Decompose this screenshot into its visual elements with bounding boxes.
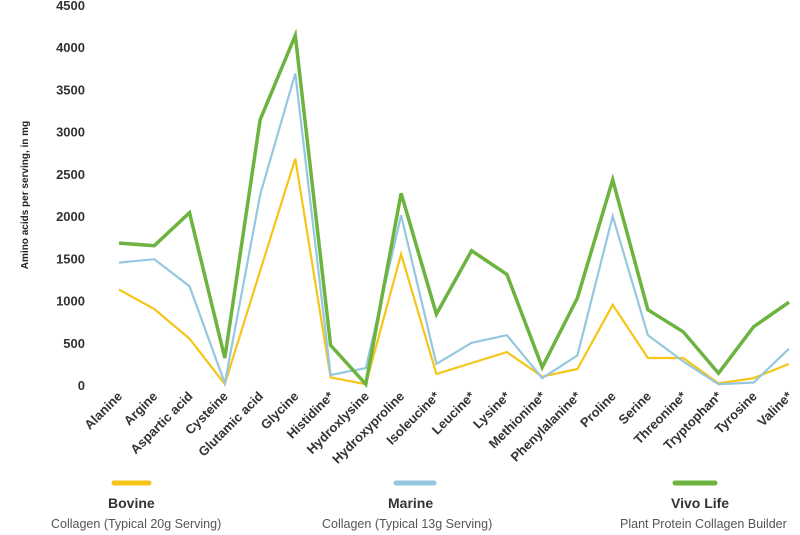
- series-line-bovine: [118, 158, 790, 387]
- y-axis-ticks: 0 500 1000 1500 2000 2500 3000 3500 4000 4500: [56, 0, 85, 393]
- series-line-vivo-life: [118, 28, 790, 388]
- y-tick-label: 4000: [56, 40, 85, 55]
- y-tick-label: 4500: [56, 0, 85, 13]
- y-tick-label: 2000: [56, 209, 85, 224]
- x-category-label: Alanine: [81, 389, 125, 433]
- series-lines: [118, 28, 790, 388]
- y-tick-label: 500: [63, 336, 85, 351]
- legend-series-name: Bovine: [108, 495, 155, 511]
- x-category-label: Proline: [577, 389, 619, 431]
- y-tick-label: 1500: [56, 251, 85, 266]
- y-axis-label: Amino acids per serving, in mg: [20, 121, 31, 269]
- legend-series-description: Plant Protein Collagen Builder: [620, 517, 787, 531]
- y-tick-label: 2500: [56, 167, 85, 182]
- legend-series-name: Vivo Life: [671, 495, 729, 511]
- legend-series-name: Marine: [388, 495, 433, 511]
- y-tick-label: 0: [78, 378, 85, 393]
- y-tick-label: 3500: [56, 82, 85, 97]
- series-line-marine: [118, 73, 790, 388]
- legend-series-description: Collagen (Typical 20g Serving): [51, 517, 221, 531]
- legend-series-description: Collagen (Typical 13g Serving): [322, 517, 492, 531]
- y-tick-label: 1000: [56, 294, 85, 309]
- legend: Bovine Collagen (Typical 20g Serving) Mari…: [51, 480, 787, 531]
- x-category-label: Valine*: [754, 388, 795, 429]
- y-tick-label: 3000: [56, 125, 85, 140]
